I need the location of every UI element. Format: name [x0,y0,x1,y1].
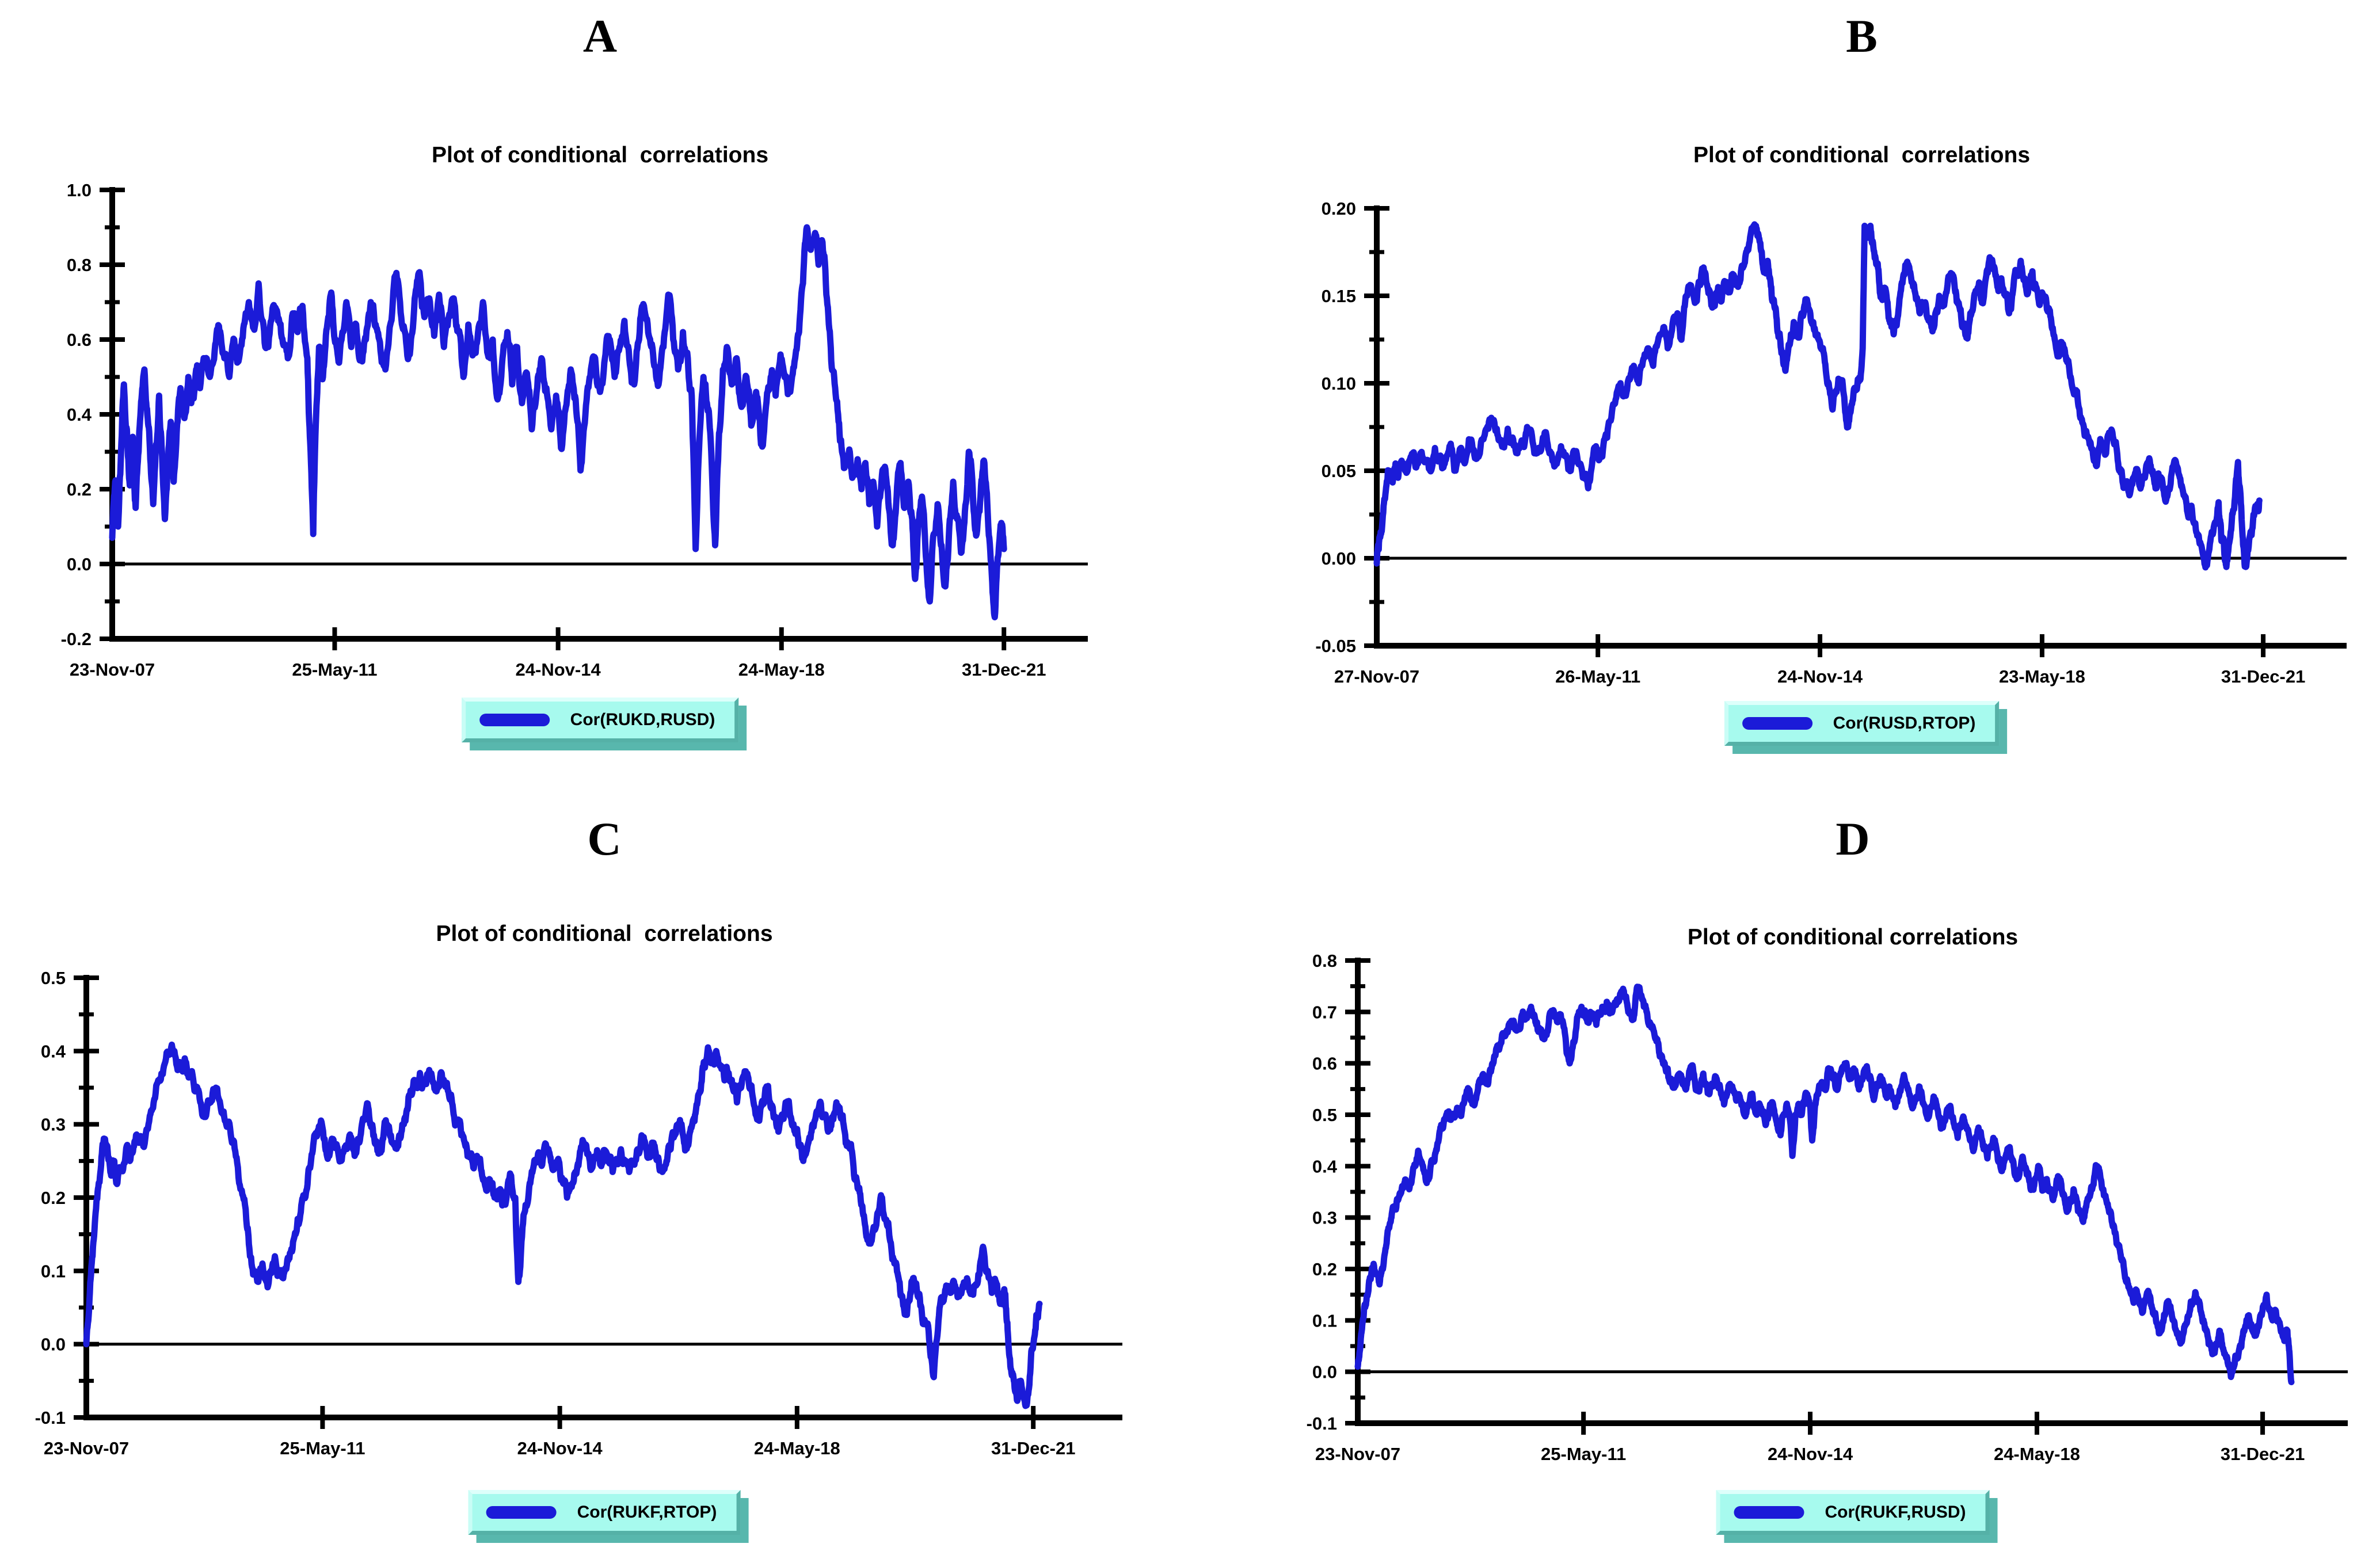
y-tick-label: 0.15 [1322,286,1356,306]
chart-title: Plot of conditional correlations [431,143,769,167]
legend-series-label: Cor(RUKD,RUSD) [570,710,715,729]
legend: Cor(RUKF,RUSD) [1716,1490,1998,1543]
legend-line-sample [479,714,550,726]
legend-box: Cor(RUKF,RUSD) [1716,1490,1990,1535]
x-tick-label: 25-May-11 [280,1438,365,1458]
legend: Cor(RUSD,RTOP) [1724,701,2008,754]
x-tick-label: 26-May-11 [1555,666,1640,687]
y-tick-label: 0.2 [41,1188,66,1208]
panel-letter: D [1836,813,1870,865]
chart-title: Plot of conditional correlations [1693,143,2031,167]
y-tick-label: -0.05 [1315,636,1356,656]
x-tick-label: 25-May-11 [292,660,377,680]
y-tick-label: 1.0 [67,180,92,200]
x-tick-label: 31-Dec-21 [2221,666,2305,687]
y-tick-label: -0.1 [1307,1413,1337,1434]
y-tick-label: 0.2 [67,479,92,500]
x-tick-label: 31-Dec-21 [991,1438,1075,1458]
panel-b: B Plot of conditional correlations 0.20 0… [1190,0,2379,778]
y-tick-label: 0.05 [1322,461,1356,481]
legend-box: Cor(RUKF,RTOP) [468,1490,741,1535]
x-tick-label: 23-Nov-07 [44,1438,129,1458]
legend-box: Cor(RUKD,RUSD) [461,698,739,742]
x-tick-label: 23-Nov-07 [70,660,155,680]
legend: Cor(RUKD,RUSD) [461,698,747,750]
plot-area: 0.20 0.15 0.10 0.05 0.00 -0.05 27-Nov-07 26-May… [1315,199,2347,687]
x-tick-label: 24-Nov-14 [517,1438,603,1458]
panel-d: D Plot of conditional correlations 0.8 0.… [1190,778,2379,1555]
x-tick-label: 24-May-18 [738,660,825,680]
panel-a: A Plot of conditional correlations 1.0 0.… [0,0,1190,778]
legend-series-label: Cor(RUKF,RUSD) [1825,1503,1966,1522]
series-line [1354,984,2295,1385]
y-tick-label: 0.0 [1312,1362,1337,1382]
x-tick-label: 27-Nov-07 [1334,666,1419,687]
panel-letter: C [587,813,622,865]
y-tick-label: 0.0 [67,554,92,574]
y-tick-label: 0.5 [1312,1105,1337,1125]
y-tick-label: 0.3 [1312,1208,1337,1228]
x-tick-label: 23-Nov-07 [1315,1444,1400,1464]
x-tick-label: 24-Nov-14 [516,660,601,680]
x-tick-label: 24-May-18 [754,1438,840,1458]
series-line [83,1041,1043,1409]
x-tick-label: 24-May-18 [1994,1444,2080,1464]
y-tick-label: 0.5 [41,968,66,988]
panel-letter: B [1846,10,1878,62]
legend-line-sample [1742,717,1812,730]
y-tick-label: 0.2 [1312,1259,1337,1279]
panel-c: C Plot of conditional correlations 0.5 0.… [0,778,1190,1555]
x-tick-label: 25-May-11 [1541,1444,1626,1464]
legend-series-label: Cor(RUKF,RTOP) [577,1503,717,1522]
y-tick-label: 0.8 [1312,951,1337,971]
y-tick-label: -0.2 [61,629,92,649]
y-tick-label: 0.4 [67,405,92,425]
series-line [1373,221,2263,571]
y-tick-label: 0.4 [41,1041,66,1061]
panel-letter: A [582,10,618,62]
y-tick-label: 0.00 [1322,548,1356,569]
plot-area: 1.0 0.8 0.6 0.4 0.2 0.0 -0.2 23-Nov-07 25-May-11… [61,180,1088,680]
y-tick-label: 0.1 [41,1261,66,1281]
y-tick-label: 0.4 [1312,1156,1338,1176]
y-tick-label: 0.10 [1322,373,1356,394]
x-tick-label: 23-May-18 [1999,666,2085,687]
chart-title: Plot of conditional correlations [1687,925,2019,950]
plot-area: 0.8 0.7 0.6 0.5 0.4 0.3 0.2 0.1 0.0 -0.1 23-Nov-07… [1307,951,2348,1464]
legend-series-label: Cor(RUSD,RTOP) [1833,714,1976,733]
legend-line-sample [1734,1506,1804,1519]
legend: Cor(RUKF,RTOP) [468,1490,749,1543]
y-tick-label: 0.0 [41,1335,66,1355]
y-tick-label: -0.1 [35,1408,66,1428]
x-tick-label: 31-Dec-21 [2221,1444,2305,1464]
y-tick-label: 0.1 [1312,1310,1337,1331]
y-tick-label: 0.3 [41,1115,66,1135]
y-tick-label: 0.6 [67,330,92,350]
x-tick-label: 31-Dec-21 [962,660,1046,680]
plot-area: 0.5 0.4 0.3 0.2 0.1 0.0 -0.1 23-Nov-07 25-May-11… [35,968,1122,1458]
series-line [109,224,1007,620]
y-tick-label: 0.6 [1312,1054,1337,1074]
x-tick-label: 24-Nov-14 [1768,1444,1853,1464]
y-tick-label: 0.20 [1322,199,1356,219]
legend-line-sample [486,1506,557,1519]
legend-box: Cor(RUSD,RTOP) [1724,701,2000,746]
y-tick-label: 0.7 [1312,1002,1337,1022]
y-tick-label: 0.8 [67,255,92,275]
x-tick-label: 24-Nov-14 [1777,666,1863,687]
chart-title: Plot of conditional correlations [436,921,773,946]
